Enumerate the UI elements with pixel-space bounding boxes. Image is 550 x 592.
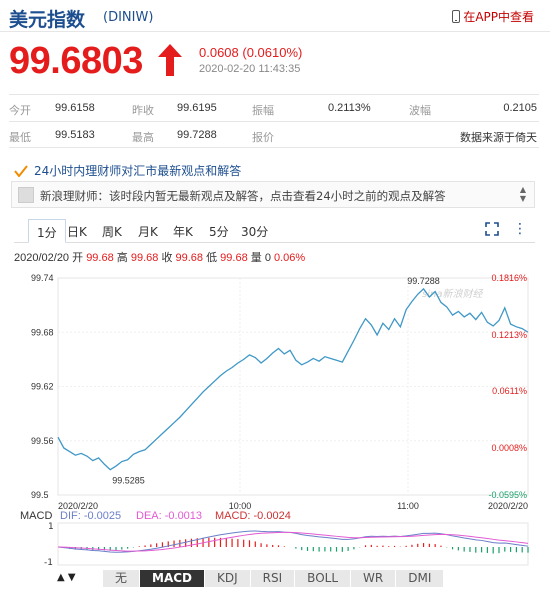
min-price-label: 99.5285 xyxy=(112,476,145,486)
tab-monthly[interactable]: 月K xyxy=(138,225,158,239)
indicator-rsi-button[interactable]: RSI xyxy=(250,570,296,587)
open-value: 99.68 xyxy=(86,252,114,264)
instrument-code: (DINIW) xyxy=(103,10,154,25)
y-right-tick-label: 0.0008% xyxy=(491,443,527,453)
tab-5min[interactable]: 5分 xyxy=(209,225,229,239)
stat-value: 99.6195 xyxy=(177,102,217,114)
chart-tools: ⋮ xyxy=(484,221,527,237)
macd-y-tick: -1 xyxy=(44,558,53,568)
x-tick-label: 2020/2/20 xyxy=(58,501,98,511)
stats-row: 今开 99.6158 昨收 99.6195 振幅 0.2113% 波幅 0.21… xyxy=(9,94,539,121)
macd-value: MACD: -0.0024 xyxy=(215,510,291,522)
indicator-boll-button[interactable]: BOLL xyxy=(295,570,352,587)
y-right-tick-label: 0.1816% xyxy=(491,273,527,283)
stat-value: 0.2105 xyxy=(503,102,537,114)
low-value: 99.68 xyxy=(220,252,248,264)
header-bar: 美元指数 (DINIW) 在APP中查看 xyxy=(0,0,550,32)
news-text: 新浪理财师：该时段内暂无最新观点及解答，点击查看24小时之前的观点及解答 xyxy=(40,189,446,203)
stat-label: 最低 xyxy=(9,132,31,144)
stats-row: 最低 99.5183 最高 99.7288 报价 数据来源于倚天 xyxy=(9,121,539,148)
high-value: 99.68 xyxy=(130,252,159,264)
tab-1min[interactable]: 1分 xyxy=(28,219,66,243)
nav-arrows[interactable]: ▲ ▼ xyxy=(57,572,76,583)
more-icon[interactable]: ⋮ xyxy=(513,221,527,237)
stats-table: 今开 99.6158 昨收 99.6195 振幅 0.2113% 波幅 0.21… xyxy=(9,94,539,148)
stat-label: 报价 xyxy=(252,132,274,144)
stat-value: 99.6158 xyxy=(55,102,95,114)
y-tick-label: 99.56 xyxy=(31,436,54,446)
low-label: 低 xyxy=(206,252,218,264)
macd-label: MACD xyxy=(20,510,52,522)
y-tick-label: 99.74 xyxy=(31,273,54,283)
x-tick-label: 10:00 xyxy=(229,501,252,511)
data-source-value: 数据来源于倚天 xyxy=(460,132,537,144)
tab-daily[interactable]: 日K xyxy=(67,225,87,239)
x-tick-label: 2020/2/20 xyxy=(488,501,528,511)
x-tick-label: 11:00 xyxy=(397,501,419,511)
max-price-label: 99.7288 xyxy=(407,276,440,286)
stat-label: 今开 xyxy=(9,105,31,117)
high-label: 高 xyxy=(116,252,128,264)
y-right-tick-label: 0.0611% xyxy=(492,386,527,396)
instrument-name: 美元指数 xyxy=(9,9,86,31)
intraday-chart[interactable]: 99.74 99.68 99.62 99.56 99.5 0.1816% 0.1213% 0.… xyxy=(0,265,550,570)
stat-value: 99.5183 xyxy=(55,129,95,141)
ohlc-info: 2020/02/20 开 99.68 高 99.68 收 99.68 低 99.… xyxy=(14,249,305,265)
phone-icon xyxy=(452,10,461,23)
stat-value: 0.2113% xyxy=(328,102,371,114)
plot-frame xyxy=(57,277,529,496)
macd-frame xyxy=(57,522,529,566)
pct-value: 0.06% xyxy=(274,252,306,264)
indicator-buttons: 无 MACD KDJ RSI BOLL WR DMI xyxy=(103,570,445,587)
stat-value: 99.7288 xyxy=(177,129,217,141)
tab-weekly[interactable]: 周K xyxy=(102,225,122,239)
open-in-app-label: 在APP中查看 xyxy=(463,10,534,24)
indicator-dmi-button[interactable]: DMI xyxy=(396,570,445,587)
macd-dif-line xyxy=(57,530,529,553)
news-title: 24小时内理财师对汇市最新观点和解答 xyxy=(34,164,242,178)
quote-time: 2020-02-20 11:43:35 xyxy=(199,63,301,75)
ohlc-date: 2020/02/20 xyxy=(14,252,70,264)
stat-label: 振幅 xyxy=(252,105,274,117)
news-ticker[interactable]: 新浪理财师：该时段内暂无最新观点及解答，点击查看24小时之前的观点及解答 ▲ ▼ xyxy=(11,181,535,208)
tab-yearly[interactable]: 年K xyxy=(173,225,193,239)
volume-value: 0 xyxy=(264,252,271,264)
avatar xyxy=(18,187,34,203)
indicator-wr-button[interactable]: WR xyxy=(351,570,397,587)
y-right-tick-label: 0.1213% xyxy=(491,330,527,340)
macd-dif: DIF: -0.0025 xyxy=(60,510,121,522)
y-tick-label: 99.68 xyxy=(31,327,54,337)
up-arrow-icon xyxy=(158,44,182,76)
watermark-text: sina新浪财经 xyxy=(422,288,483,300)
indicator-none-button[interactable]: 无 xyxy=(103,570,141,587)
period-tabs: 1分 日K 周K 月K 年K 5分 30分 ⋮ xyxy=(14,219,535,243)
close-label: 收 xyxy=(161,252,173,264)
scroll-updown-icon[interactable]: ▲ ▼ xyxy=(519,185,526,203)
check-icon xyxy=(14,164,28,177)
close-value: 99.68 xyxy=(175,252,204,264)
stat-label: 昨收 xyxy=(132,105,154,117)
y-tick-label: 99.62 xyxy=(31,382,54,392)
indicator-macd-button[interactable]: MACD xyxy=(140,570,206,587)
open-in-app-link[interactable]: 在APP中查看 xyxy=(452,8,534,25)
macd-y-tick: 1 xyxy=(48,522,54,532)
news-header[interactable]: 24小时内理财师对汇市最新观点和解答 xyxy=(14,162,241,179)
stat-label: 波幅 xyxy=(409,105,431,117)
volume-label: 量 xyxy=(250,252,262,264)
current-price: 99.6803 xyxy=(9,40,143,82)
y-right-tick-label: -0.0595% xyxy=(488,490,527,500)
tab-30min[interactable]: 30分 xyxy=(241,225,269,239)
price-change: 0.0608 (0.0610%) xyxy=(199,45,303,60)
y-tick-label: 99.5 xyxy=(31,490,49,500)
fullscreen-icon[interactable] xyxy=(484,222,499,236)
open-label: 开 xyxy=(72,252,84,264)
indicator-kdj-button[interactable]: KDJ xyxy=(205,570,251,587)
stat-label: 最高 xyxy=(132,132,154,144)
macd-dea-line xyxy=(57,531,529,552)
macd-dea: DEA: -0.0013 xyxy=(136,510,202,522)
price-line xyxy=(57,287,529,471)
